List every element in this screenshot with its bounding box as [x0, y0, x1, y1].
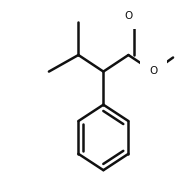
- Text: O: O: [149, 66, 158, 76]
- Text: O: O: [124, 11, 132, 21]
